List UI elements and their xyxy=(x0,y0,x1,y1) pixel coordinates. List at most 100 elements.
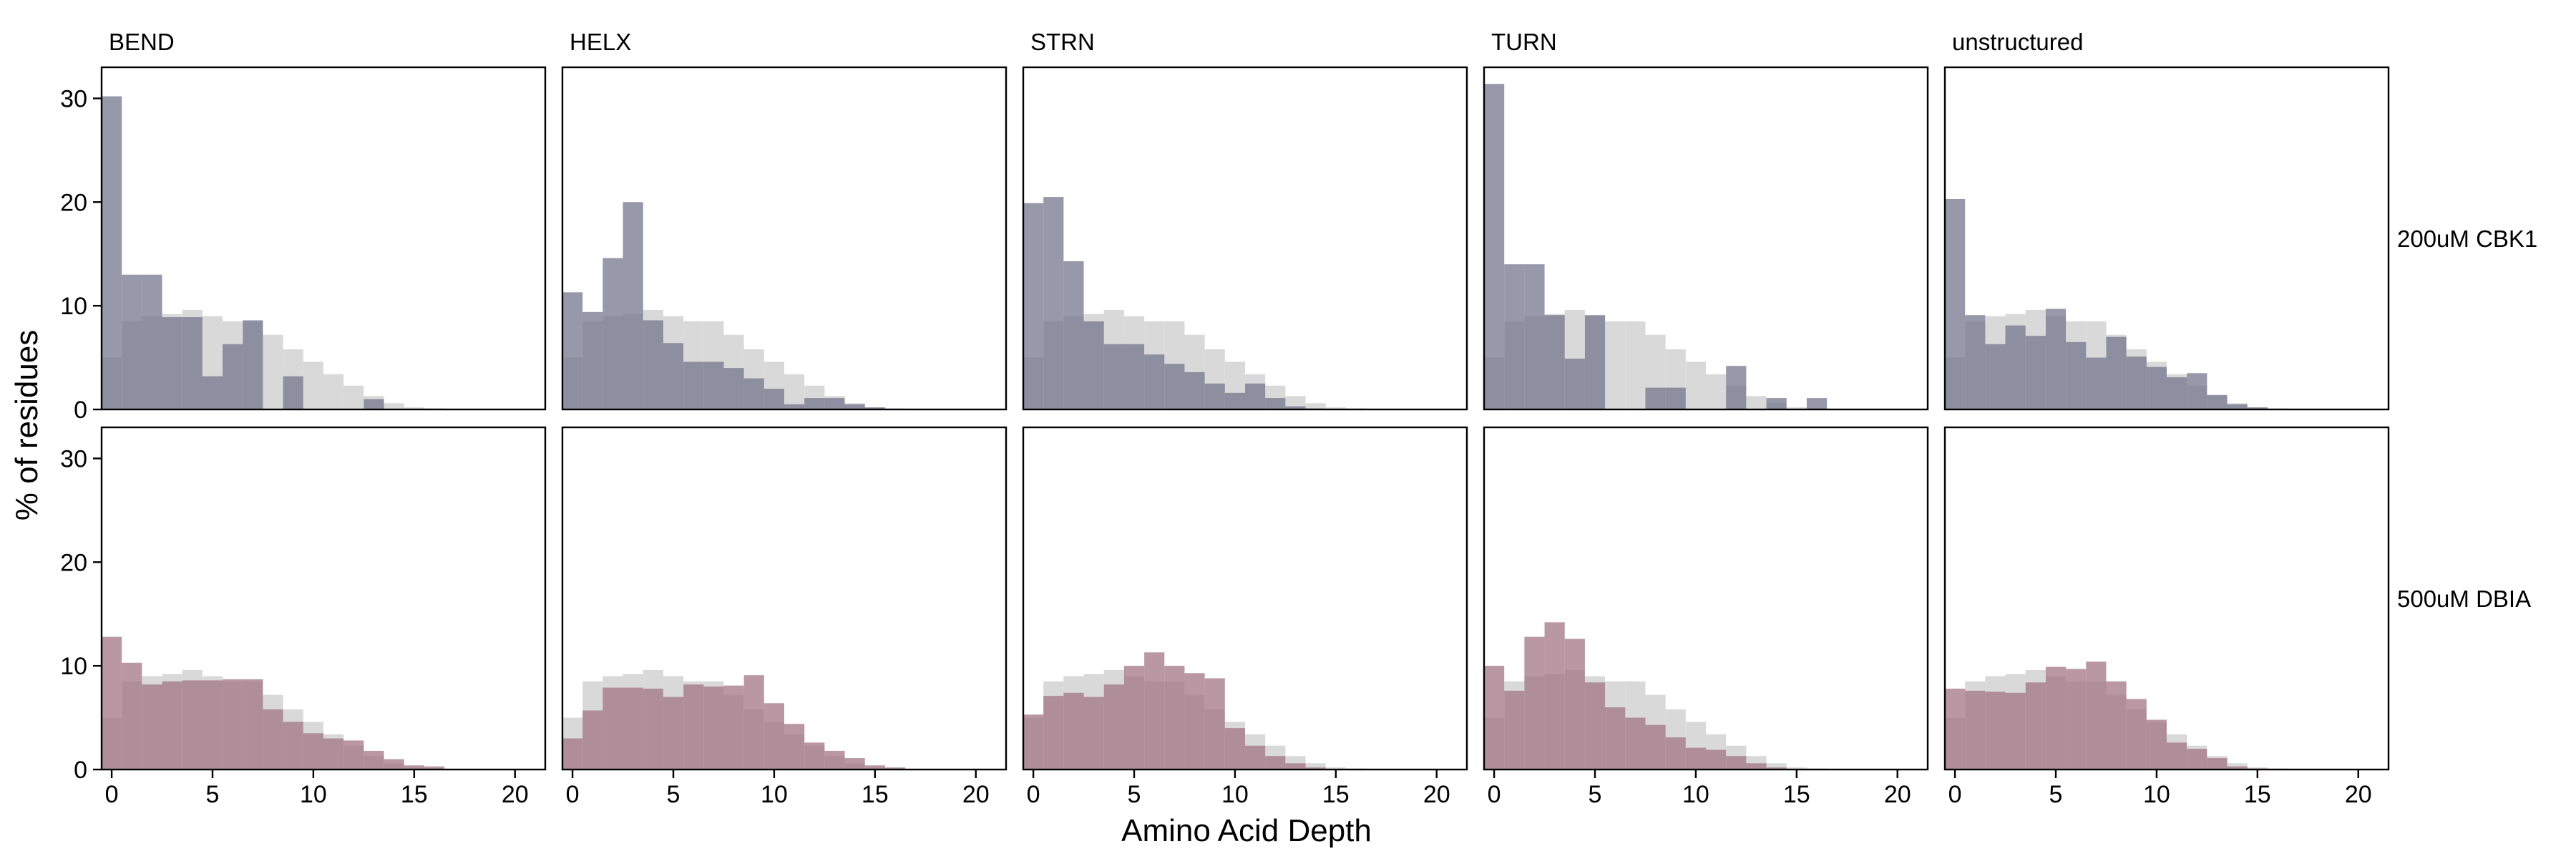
histogram-bar xyxy=(703,361,724,409)
background-bar xyxy=(1786,767,1807,770)
histogram-bar xyxy=(1945,198,1966,409)
background-bar xyxy=(1685,361,1706,409)
histogram-bar xyxy=(182,317,203,409)
background-bar xyxy=(263,334,283,409)
x-tick-label: 5 xyxy=(1589,781,1602,808)
histogram-bar xyxy=(1023,203,1044,409)
x-tick-label: 20 xyxy=(962,781,990,808)
x-tick-label: 10 xyxy=(1682,781,1709,808)
x-tick-label: 15 xyxy=(1322,781,1350,808)
x-tick-label: 0 xyxy=(566,781,580,808)
histogram-bar xyxy=(1605,707,1626,770)
histogram-bar xyxy=(643,320,663,409)
histogram-bar xyxy=(1204,383,1225,409)
histogram-bar xyxy=(2106,336,2127,409)
histogram-bar xyxy=(1726,756,1747,770)
histogram-bar xyxy=(1043,696,1064,770)
panel-frame xyxy=(561,426,1008,771)
histogram-bar xyxy=(1265,398,1286,409)
histogram-bar xyxy=(1625,717,1646,770)
histogram-bar xyxy=(2045,666,2067,770)
panel: 0 10 20 30 xyxy=(60,66,547,424)
histogram-bar xyxy=(1224,392,1245,409)
histogram-bar xyxy=(122,274,142,409)
x-axis-label: Amino Acid Depth xyxy=(1121,813,1372,848)
x-tick-label: 15 xyxy=(862,781,889,808)
panel xyxy=(1483,66,1929,411)
histogram-bar xyxy=(2187,373,2207,409)
y-tick-label: 0 xyxy=(74,757,87,784)
histogram-bar xyxy=(864,407,885,409)
background-bar xyxy=(1766,763,1787,770)
histogram-bar xyxy=(663,697,684,770)
histogram-bar xyxy=(2167,377,2187,409)
histogram-bar xyxy=(1265,756,1286,770)
x-tick-label: 10 xyxy=(300,781,327,808)
histogram-bar xyxy=(1103,684,1124,770)
background-bar xyxy=(1325,767,1346,770)
histogram-bar xyxy=(844,758,865,770)
panel-frame xyxy=(1022,66,1468,411)
background-bar xyxy=(1786,407,1807,409)
histogram-bar xyxy=(623,202,643,409)
histogram-bar xyxy=(202,680,223,770)
histogram-bar xyxy=(2227,766,2248,770)
histogram-bar xyxy=(2126,356,2147,409)
panel-frame xyxy=(1943,66,2390,411)
histogram-bar xyxy=(623,687,643,770)
histogram-bar xyxy=(2045,309,2067,409)
panel: 0 5 10 15 20 xyxy=(1022,426,1468,808)
histogram-bar xyxy=(1985,344,2006,409)
histogram-bar xyxy=(1746,763,1767,770)
background-bar xyxy=(1706,374,1727,409)
panel: 0 5 10 15 20 xyxy=(1483,426,1929,808)
column-strip-label: STRN xyxy=(1030,29,1095,55)
histogram-bar xyxy=(162,681,182,770)
histogram-bar xyxy=(364,399,384,409)
row-strip-label: 500uM DBIA xyxy=(2397,586,2531,612)
histogram-bar xyxy=(102,636,122,770)
histogram-bar xyxy=(582,710,603,770)
histogram-bar xyxy=(1484,84,1505,410)
histogram-bar xyxy=(1164,364,1185,409)
histogram-bar xyxy=(1564,639,1585,770)
background-bar xyxy=(1605,321,1626,409)
histogram-bar xyxy=(2066,341,2087,409)
histogram-bar xyxy=(804,742,825,770)
histogram-bar xyxy=(202,376,223,409)
histogram-bar xyxy=(723,685,744,770)
histogram-bar xyxy=(1524,264,1545,409)
x-tick-label: 20 xyxy=(502,781,529,808)
histogram-bar xyxy=(1123,666,1145,770)
y-tick-label: 10 xyxy=(60,293,87,320)
histogram-bar xyxy=(784,404,805,409)
column-strip-label: BEND xyxy=(109,29,175,55)
x-tick-label: 20 xyxy=(1423,781,1450,808)
histogram-bar xyxy=(223,679,243,770)
histogram-bar xyxy=(223,344,243,409)
labels-layer: Amino Acid Depth % of residues xyxy=(9,330,1372,848)
histogram-bar xyxy=(283,722,303,770)
x-tick-label: 10 xyxy=(761,781,788,808)
x-tick-label: 0 xyxy=(1027,781,1040,808)
panel: 0 5 10 15 20 xyxy=(1943,426,2390,808)
histogram-bar xyxy=(2207,758,2228,770)
histogram-bar xyxy=(243,679,263,770)
histogram-bar xyxy=(1965,315,1986,409)
histogram-bar xyxy=(562,292,583,409)
histogram-bar xyxy=(1766,398,1787,409)
panel-frame xyxy=(100,426,547,771)
background-bar xyxy=(1305,403,1326,409)
histogram-bar xyxy=(2126,699,2147,770)
histogram-bar xyxy=(804,398,825,409)
panel xyxy=(561,66,1008,411)
histogram-bar xyxy=(1564,359,1585,409)
y-tick-label: 20 xyxy=(60,549,87,576)
histogram-bar xyxy=(824,750,845,770)
x-tick-label: 0 xyxy=(105,781,119,808)
histogram-bar xyxy=(303,733,323,770)
histogram-bar xyxy=(1184,372,1205,409)
histogram-bar xyxy=(1023,714,1044,770)
histogram-bar xyxy=(2005,692,2026,770)
background-bar xyxy=(784,374,805,409)
